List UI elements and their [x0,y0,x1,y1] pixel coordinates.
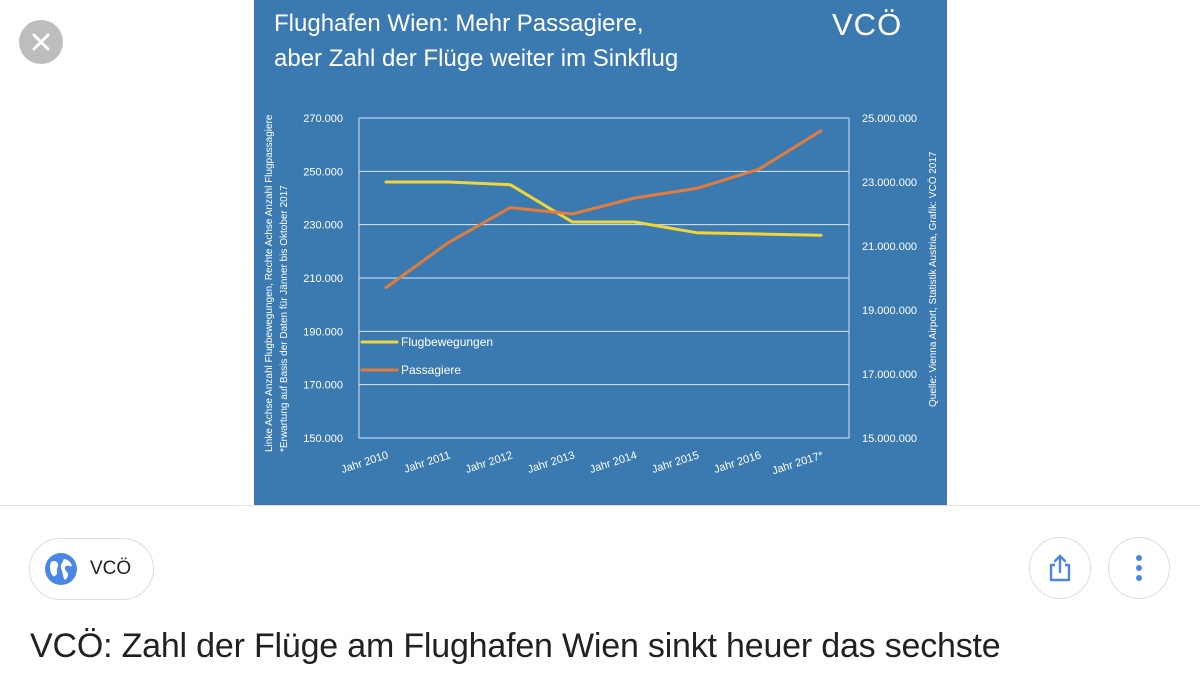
right-tick-label: 23.000.000 [862,177,917,189]
left-tick-label: 190.000 [303,326,343,338]
left-axis-ticks: 270.000 250.000 230.000 210.000 190.000 170.0… [303,113,343,445]
result-title[interactable]: VCÖ: Zahl der Flüge am Flughafen Wien si… [30,627,1001,665]
close-button[interactable] [19,20,63,64]
left-tick-label: 230.000 [303,220,343,232]
right-tick-label: 17.000.000 [862,369,917,381]
legend-label: Flugbewegungen [401,335,493,349]
x-tick-label: Jahr 2011 [403,449,452,475]
legend-label: Passagiere [401,363,461,377]
chart-title-line2: aber Zahl der Flüge weiter im Sinkflug [274,45,678,72]
left-tick-label: 150.000 [303,433,343,445]
left-tick-label: 270.000 [303,113,343,125]
right-tick-label: 25.000.000 [862,113,917,125]
series-lines [384,129,823,290]
divider [0,505,1200,506]
close-icon [32,33,50,51]
vco-logo: VCÖ [832,7,902,42]
left-tick-label: 210.000 [303,273,343,285]
globe-icon [45,553,77,585]
left-tick-label: 170.000 [303,380,343,392]
x-tick-label: Jahr 2012 [464,449,514,476]
x-tick-label: Jahr 2017* [771,449,826,477]
grid-lines [358,117,850,439]
series-line-flugbewegungen [384,180,823,237]
left-axis-note: Linke Achse Anzahl Flugbewegungen, Recht… [264,114,275,452]
more-vertical-icon [1136,555,1142,581]
image-viewer: Flughafen Wien: Mehr Passagiere, aber Za… [19,0,947,505]
right-tick-label: 21.000.000 [862,241,917,253]
chart-image[interactable]: Flughafen Wien: Mehr Passagiere, aber Za… [254,0,947,505]
x-tick-label: Jahr 2013 [526,449,576,476]
brand-logo-text: VCÖ [832,7,902,42]
right-tick-label: 15.000.000 [862,433,917,445]
share-button[interactable] [1029,537,1091,599]
chart-title-line1: Flughafen Wien: Mehr Passagiere, [274,10,644,37]
source-label: VCÖ [90,558,132,579]
x-tick-label: Jahr 2015 [650,449,700,476]
source-note: Quelle: Vienna Airport, Statistik Austri… [927,151,939,407]
source-chip[interactable]: VCÖ [29,538,154,600]
x-axis-ticks: Jahr 2010 Jahr 2011 Jahr 2012 Jahr 2013 Jahr… [340,449,826,477]
legend: Flugbewegungen Passagiere [360,335,493,377]
estimate-note: *Erwartung auf Basis der Daten für Jänne… [279,185,290,452]
more-options-button[interactable] [1108,537,1170,599]
right-axis-ticks: 25.000.000 23.000.000 21.000.000 19.000.000… [862,113,917,445]
line-chart: Flughafen Wien: Mehr Passagiere, aber Za… [264,7,939,477]
x-tick-label: Jahr 2014 [588,449,638,476]
share-icon [1049,554,1071,582]
x-tick-label: Jahr 2010 [340,449,390,476]
left-tick-label: 250.000 [303,166,343,178]
series-line-passagiere [384,129,823,290]
right-tick-label: 19.000.000 [862,305,917,317]
x-tick-label: Jahr 2016 [713,449,763,476]
